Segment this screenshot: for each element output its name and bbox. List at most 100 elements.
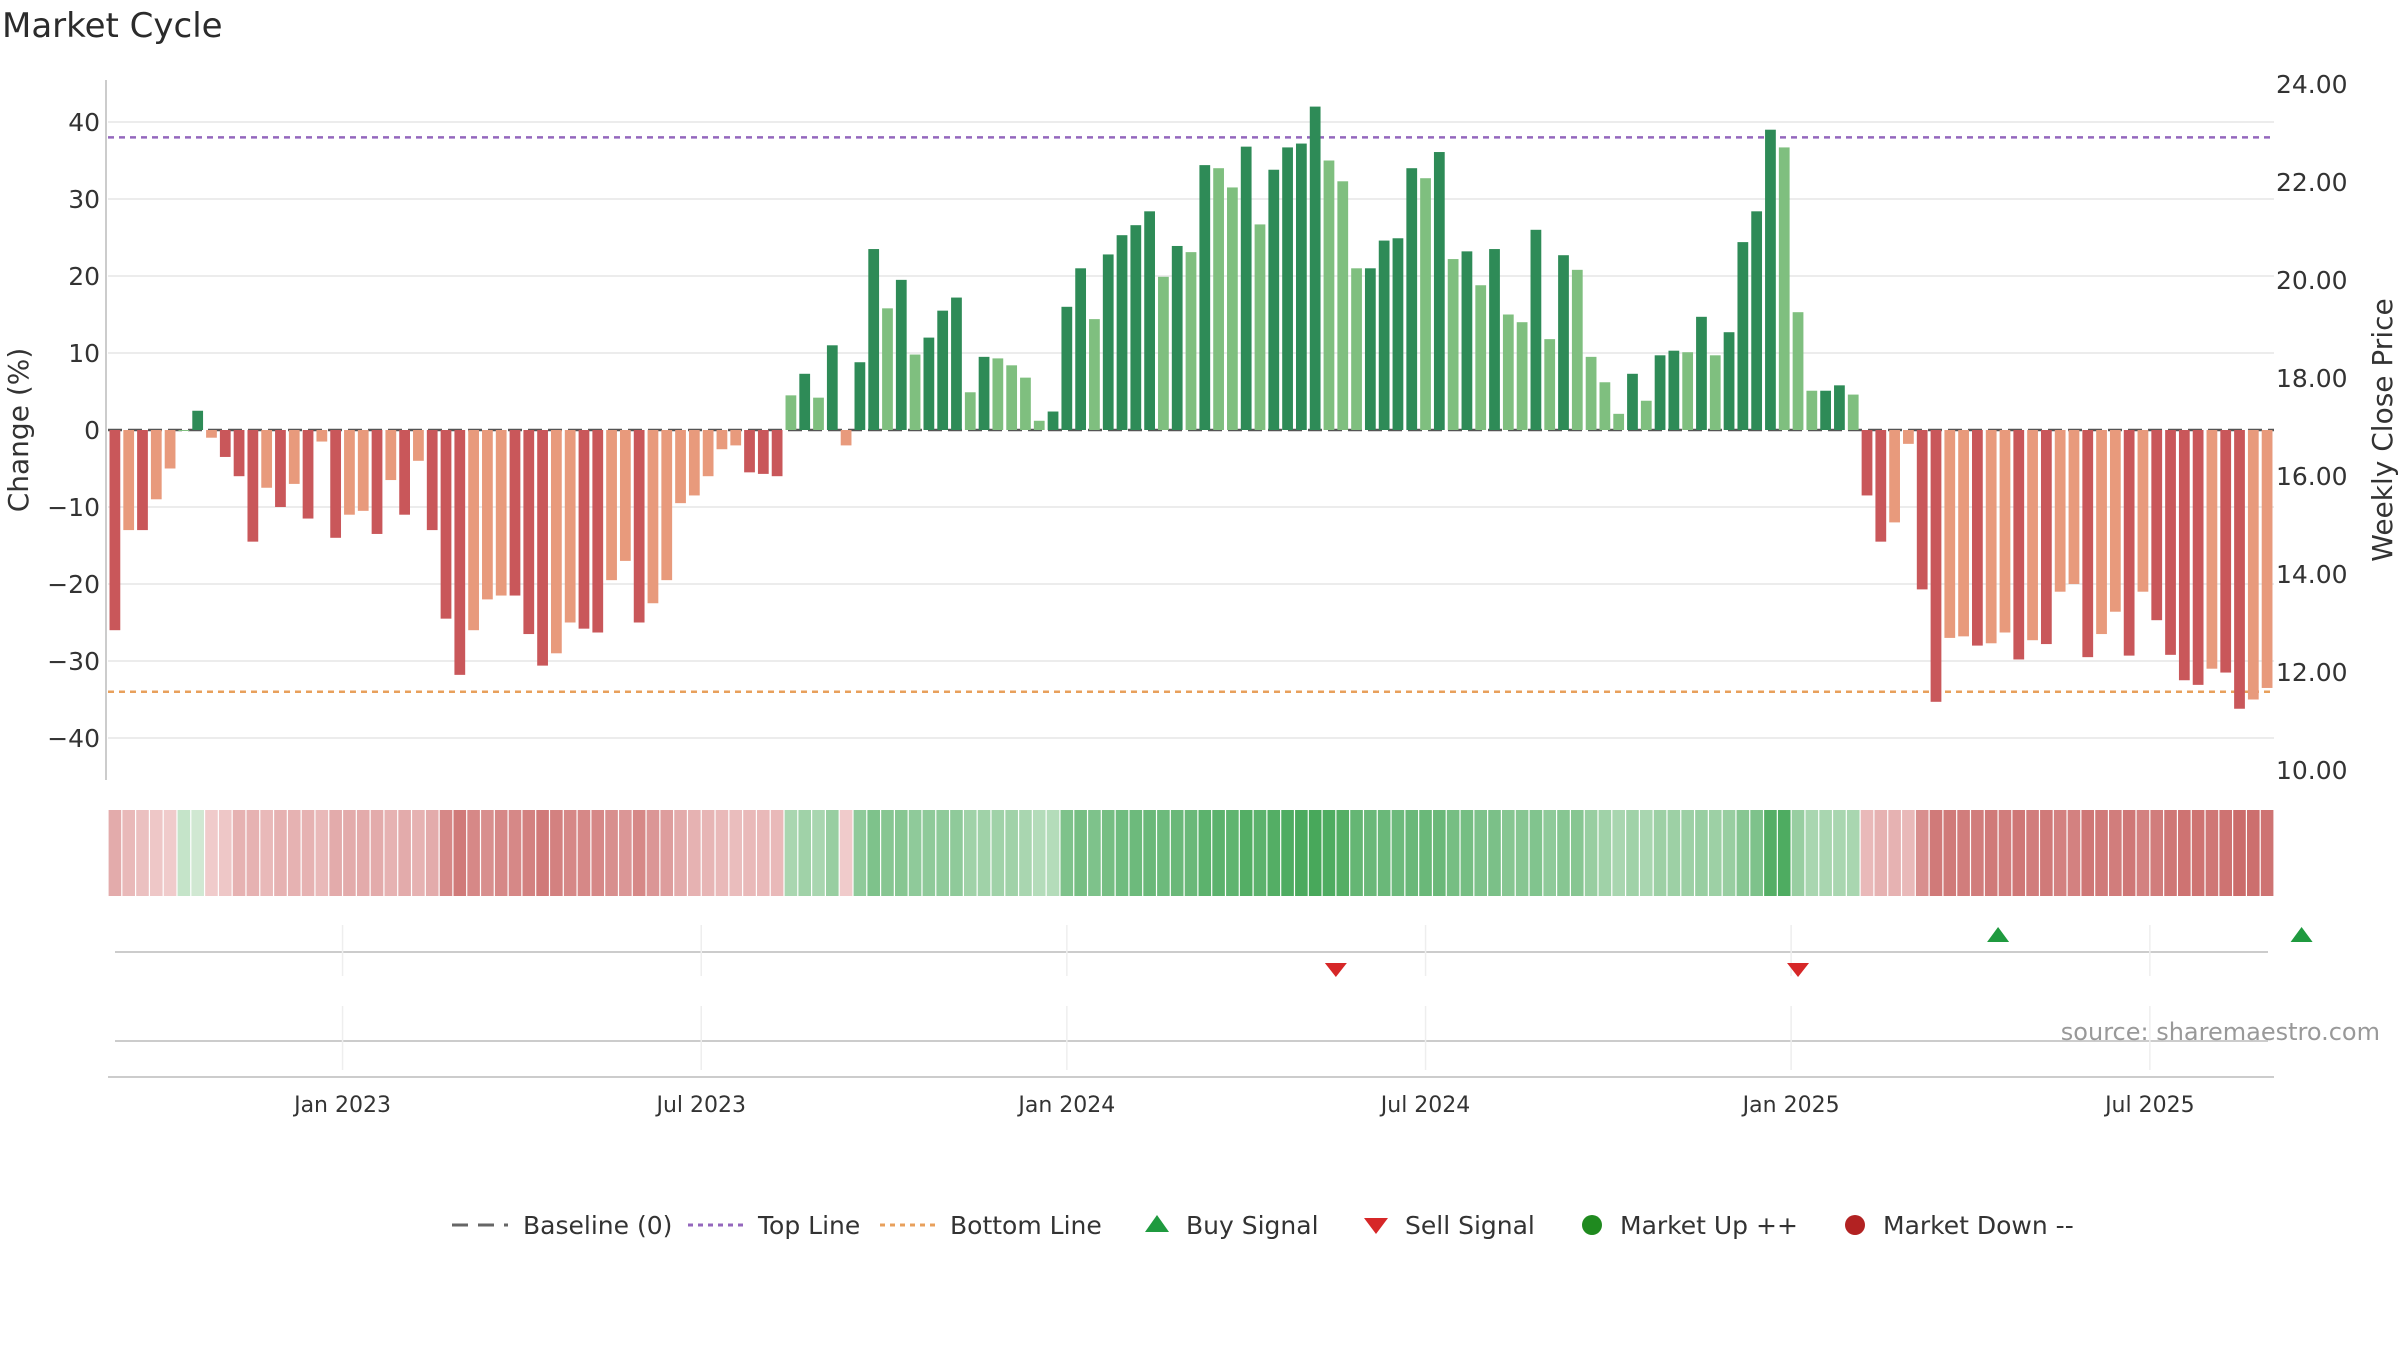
heat-cell (2219, 810, 2233, 896)
heat-cell (1915, 810, 1929, 896)
legend-label: Top Line (757, 1211, 860, 1240)
bar (426, 430, 438, 531)
bar (592, 430, 604, 633)
bar (1075, 268, 1087, 430)
heat-cell (1267, 810, 1281, 896)
heat-cell (826, 810, 839, 896)
bar (454, 430, 466, 675)
heat-cell (1129, 810, 1143, 896)
bar (1958, 430, 1969, 637)
bar (1847, 394, 1859, 430)
heat-cell (1143, 810, 1156, 896)
bar (1116, 235, 1128, 430)
bar (1227, 187, 1238, 430)
bar (1268, 169, 1280, 431)
bar (1351, 268, 1362, 430)
heat-cell (936, 810, 949, 896)
heat-cell (577, 810, 591, 896)
heat-cell (1032, 810, 1046, 896)
heat-cell (467, 810, 480, 896)
bar (868, 249, 880, 430)
heat-cell (1212, 810, 1225, 896)
bar (937, 310, 949, 430)
bar (1696, 316, 1707, 430)
bar (1558, 255, 1569, 430)
y-tick-label: −40 (47, 724, 100, 753)
heat-cell (1557, 810, 1570, 896)
bar (2054, 430, 2066, 592)
heat-cell (522, 810, 536, 896)
signals-panel (108, 925, 2313, 1078)
heat-cell (1708, 810, 1722, 896)
bar (1516, 322, 1528, 430)
bar (840, 430, 852, 446)
bar (288, 430, 300, 484)
heat-cell (122, 810, 135, 896)
bar (523, 430, 535, 635)
heat-cell (1405, 810, 1419, 896)
heat-cell (950, 810, 963, 896)
bar (854, 362, 866, 430)
bar (1737, 242, 1749, 430)
heat-cell (1446, 810, 1460, 896)
bar (2192, 430, 2204, 685)
heat-cell (1157, 810, 1170, 896)
bar (261, 430, 273, 488)
heat-cell (784, 810, 798, 896)
heat-cell (550, 810, 563, 896)
legend-label: Sell Signal (1405, 1211, 1535, 1240)
bar (468, 430, 479, 631)
heat-cell (315, 810, 329, 896)
legend-item: Top Line (688, 1211, 860, 1240)
bar (923, 337, 935, 430)
heat-cell (729, 810, 743, 896)
heat-cell (1391, 810, 1405, 896)
heat-cell (356, 810, 370, 896)
market-up-icon (1582, 1215, 1602, 1235)
bar (550, 430, 562, 654)
heat-cell (1460, 810, 1474, 896)
bar (233, 430, 245, 477)
heat-cell (1695, 810, 1708, 896)
heat-cell (1736, 810, 1750, 896)
heat-cell (1833, 810, 1846, 896)
legend-item: Buy Signal (1145, 1211, 1319, 1240)
heat-cell (1198, 810, 1212, 896)
bar (1944, 430, 1956, 638)
heat-cell (839, 810, 853, 896)
legend-label: Market Up ++ (1620, 1211, 1798, 1240)
bar (2123, 430, 2135, 656)
bar (1613, 413, 1625, 430)
heat-cell (660, 810, 674, 896)
heat-cell (908, 810, 922, 896)
bar (757, 430, 769, 474)
bar (1254, 224, 1266, 430)
heat-cell (494, 810, 508, 896)
y-tick-label: 30 (68, 185, 100, 214)
bar (1392, 238, 1404, 430)
heat-cell (1874, 810, 1888, 896)
heat-cell (1115, 810, 1129, 896)
heat-cell (798, 810, 812, 896)
bar (716, 430, 728, 450)
heat-cell (881, 810, 894, 896)
bar (578, 430, 590, 629)
bar (2165, 430, 2176, 655)
bar (219, 430, 231, 457)
bar (1378, 240, 1390, 430)
y2-tick-label: 16.00 (2276, 462, 2348, 491)
buy-signal-marker (1987, 927, 2010, 942)
heat-strip (108, 810, 2274, 896)
heat-cell (301, 810, 315, 896)
bar (1447, 259, 1459, 430)
bar (688, 430, 700, 496)
heat-cell (1805, 810, 1819, 896)
heat-cell (1819, 810, 1832, 896)
heat-cell (1074, 810, 1087, 896)
bar (1199, 165, 1211, 430)
bar (206, 430, 217, 438)
heat-cell (439, 810, 453, 896)
y2-tick-label: 20.00 (2276, 266, 2348, 295)
heat-cell (1226, 810, 1239, 896)
heat-cell (274, 810, 287, 896)
